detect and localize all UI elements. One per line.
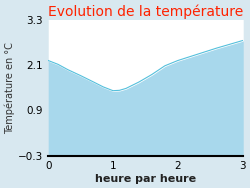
Y-axis label: Température en °C: Température en °C	[4, 42, 15, 134]
Title: Evolution de la température: Evolution de la température	[48, 4, 243, 19]
X-axis label: heure par heure: heure par heure	[95, 174, 196, 184]
